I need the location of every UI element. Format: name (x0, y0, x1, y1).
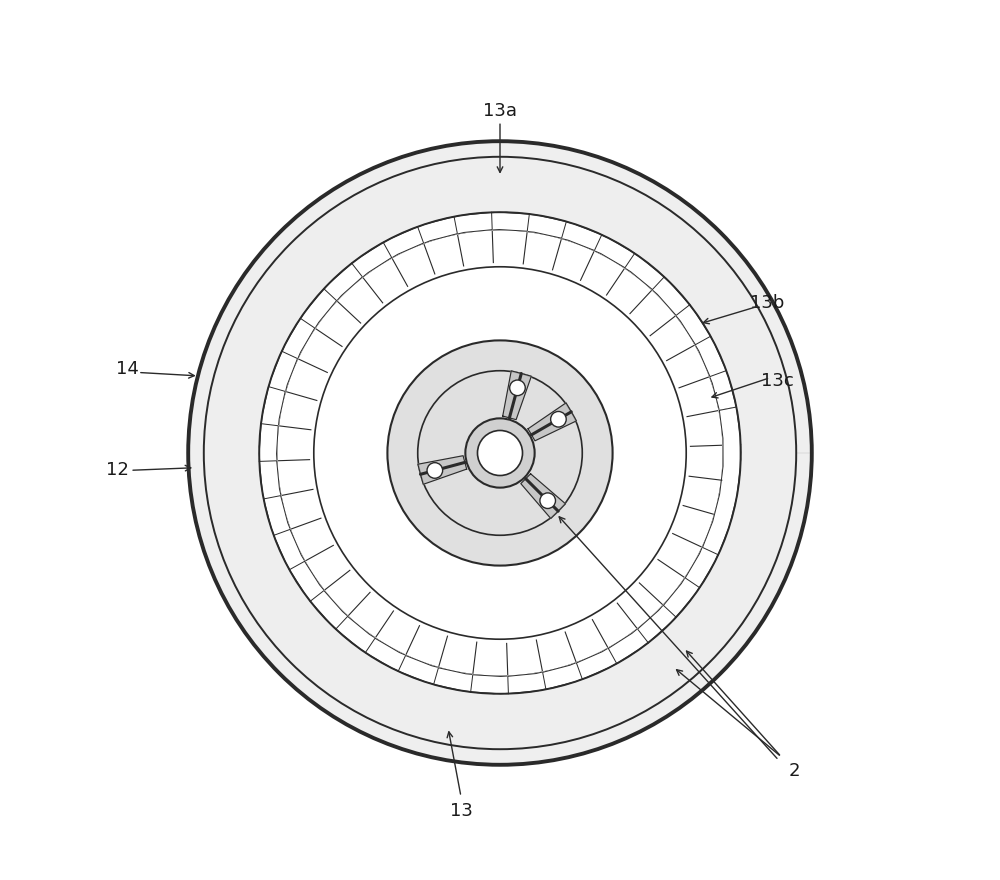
Circle shape (510, 380, 525, 396)
Polygon shape (703, 407, 740, 554)
Circle shape (477, 430, 523, 475)
Polygon shape (508, 629, 648, 693)
Text: 13: 13 (450, 802, 472, 819)
Polygon shape (710, 370, 741, 519)
Circle shape (427, 463, 443, 478)
Polygon shape (695, 336, 741, 482)
Polygon shape (676, 304, 741, 445)
Polygon shape (492, 212, 635, 268)
Circle shape (540, 493, 556, 509)
Polygon shape (336, 616, 473, 692)
Polygon shape (562, 222, 690, 315)
Polygon shape (310, 590, 438, 685)
Polygon shape (608, 547, 718, 664)
Polygon shape (259, 386, 290, 535)
Polygon shape (365, 638, 508, 693)
Polygon shape (663, 480, 739, 617)
Text: 2: 2 (789, 762, 800, 780)
Polygon shape (383, 212, 529, 258)
Polygon shape (576, 578, 700, 679)
Polygon shape (282, 242, 392, 358)
Polygon shape (418, 456, 467, 484)
Polygon shape (289, 561, 406, 671)
Text: 14: 14 (116, 360, 139, 378)
Polygon shape (264, 495, 348, 629)
Polygon shape (638, 515, 731, 642)
Polygon shape (685, 444, 741, 588)
Polygon shape (274, 530, 375, 653)
Circle shape (551, 412, 566, 427)
Polygon shape (259, 461, 324, 601)
Text: 13b: 13b (750, 294, 784, 312)
Polygon shape (324, 216, 457, 301)
Polygon shape (398, 656, 546, 693)
Polygon shape (269, 263, 362, 392)
Text: 13c: 13c (761, 372, 794, 390)
Circle shape (387, 341, 613, 566)
Polygon shape (261, 289, 337, 426)
Text: 13a: 13a (483, 102, 517, 120)
Circle shape (188, 141, 812, 765)
Circle shape (465, 418, 535, 488)
Polygon shape (259, 319, 315, 461)
Polygon shape (543, 605, 676, 689)
Polygon shape (471, 649, 617, 693)
Polygon shape (454, 213, 602, 251)
Polygon shape (652, 277, 736, 410)
Text: 12: 12 (106, 461, 129, 480)
Polygon shape (260, 351, 297, 499)
Polygon shape (418, 212, 566, 243)
Polygon shape (352, 212, 492, 277)
Polygon shape (434, 663, 582, 693)
Polygon shape (503, 370, 531, 420)
Polygon shape (521, 473, 566, 518)
Polygon shape (594, 235, 711, 345)
Polygon shape (527, 214, 664, 290)
Polygon shape (300, 227, 424, 328)
Polygon shape (204, 157, 796, 749)
Polygon shape (259, 423, 305, 569)
Polygon shape (528, 403, 576, 441)
Polygon shape (188, 141, 812, 765)
Polygon shape (625, 253, 726, 377)
